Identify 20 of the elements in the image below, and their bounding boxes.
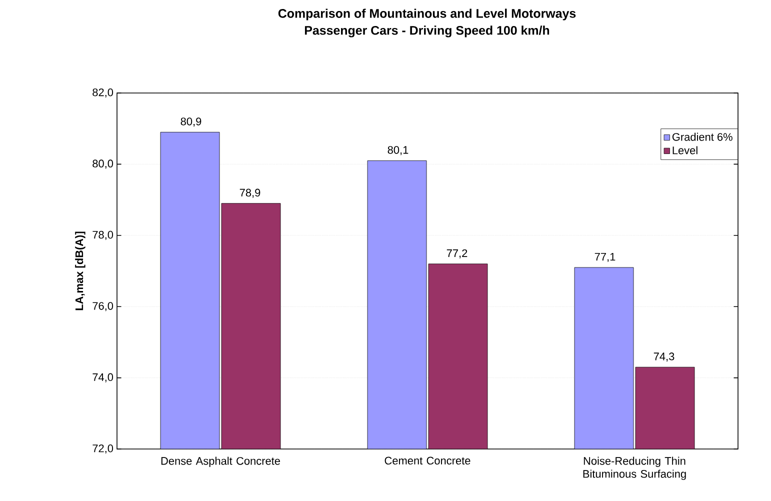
y-tick-label: 78,0 [92,230,114,240]
y-tick-label: 80,0 [92,160,114,169]
data-label: 80,9 [180,118,202,127]
legend-label: Gradient 6% [672,132,732,141]
x-tick-label: Dense Asphalt Concrete [161,456,280,467]
y-tick-label: 76,0 [92,302,114,312]
x-tick-label: Noise-Reducing Thin Bituminous Surfacing [583,456,686,480]
x-tick-label: Cement Concrete [384,456,470,465]
y-axis-title: LA,max [dB(A)] [75,232,86,310]
data-label: 77,1 [594,252,616,262]
chart-subtitle: Passenger Cars - Driving Speed 100 km/h [304,26,550,38]
data-label: 80,1 [388,146,408,156]
data-label: 78,9 [240,188,260,198]
legend-label: Level [672,146,698,154]
data-label: 74,3 [654,352,674,362]
y-tick-label: 82,0 [92,88,114,98]
data-label: 77,2 [446,249,468,258]
chart-title: Comparison of Mountainous and Level Motorways [278,8,576,20]
y-tick-label: 74,0 [92,373,114,382]
y-tick-label: 72,0 [92,444,114,454]
